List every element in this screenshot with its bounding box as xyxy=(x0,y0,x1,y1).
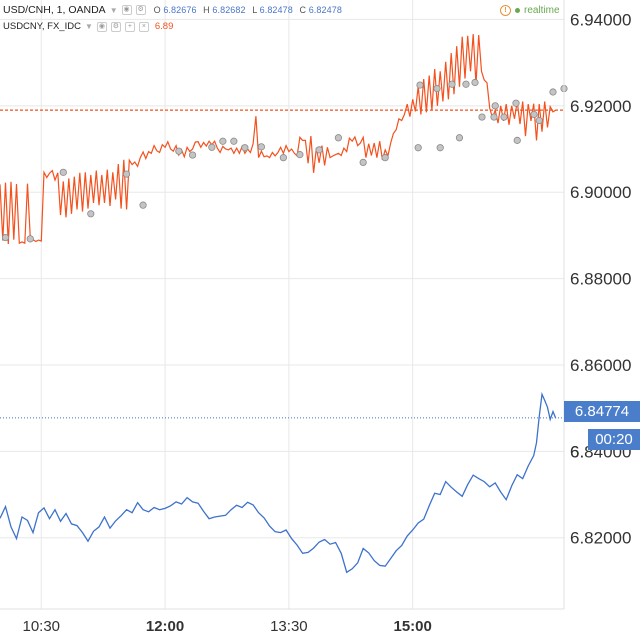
current-price-tag: 6.84774 xyxy=(564,401,640,422)
price-tick-label: 6.90000 xyxy=(570,183,631,202)
series-marker xyxy=(122,170,131,178)
overlay-symbol-label[interactable]: USDCNY, FX_IDC xyxy=(3,21,81,32)
price-tick-label-partial: 6. xyxy=(570,442,584,461)
settings-icon[interactable]: ⚙ xyxy=(110,21,121,32)
series-line-usdcny xyxy=(0,34,557,245)
series-marker xyxy=(414,144,422,152)
series-marker xyxy=(455,134,464,142)
series-marker xyxy=(433,84,441,93)
low-label: L xyxy=(252,5,258,15)
series-marker xyxy=(296,151,304,159)
series-marker xyxy=(500,113,508,121)
main-series-legend[interactable]: USD/CNH, 1, OANDA ▼ ◉ ⚙ O 6.82676 H 6.82… xyxy=(3,4,342,16)
main-symbol-label[interactable]: USD/CNH, 1, OANDA xyxy=(3,4,106,16)
time-tick-label: 15:00 xyxy=(393,618,431,635)
eye-icon[interactable]: ◉ xyxy=(121,5,132,15)
series-marker xyxy=(549,88,557,96)
price-tick-label: 6.82000 xyxy=(570,529,631,548)
series-marker xyxy=(26,235,34,243)
series-marker xyxy=(416,81,424,89)
close-value: 6.82478 xyxy=(308,5,342,15)
time-tick-label: 13:30 xyxy=(270,618,308,635)
price-axis[interactable]: 6.940006.920006.900006.880006.860006.840… xyxy=(570,10,631,547)
add-icon[interactable]: + xyxy=(124,21,135,32)
series-marker xyxy=(381,154,389,162)
series-marker xyxy=(139,201,147,209)
series-marker xyxy=(359,158,367,166)
high-label: H xyxy=(203,5,210,15)
close-label: C xyxy=(299,5,307,15)
overlay-value: 6.89 xyxy=(154,21,174,32)
series-marker xyxy=(462,80,470,88)
high-value: 6.82682 xyxy=(212,5,246,15)
price-tick-label: 6.94000 xyxy=(570,10,631,29)
series-marker xyxy=(87,210,95,218)
realtime-label: realtime xyxy=(524,5,560,16)
bar-countdown-tag: 00:20 xyxy=(588,429,640,450)
series-marker xyxy=(530,110,538,119)
series-line-usdcnh xyxy=(0,391,557,574)
series-marker xyxy=(478,113,486,121)
price-tick-label: 6.88000 xyxy=(570,270,631,289)
series-marker xyxy=(334,134,342,142)
series-marker xyxy=(175,147,183,155)
chevron-down-icon[interactable]: ▼ xyxy=(84,22,93,31)
series-marker xyxy=(490,113,498,121)
overlay-series-legend[interactable]: USDCNY, FX_IDC ▼ ◉ ⚙ + × 6.89 xyxy=(3,21,173,32)
chevron-down-icon[interactable]: ▼ xyxy=(109,5,118,15)
series-marker xyxy=(491,102,499,110)
price-tick-label: 6.92000 xyxy=(570,97,631,116)
series-marker xyxy=(188,151,197,159)
series-marker xyxy=(448,80,456,88)
warning-icon[interactable]: ! xyxy=(500,5,511,16)
settings-icon[interactable]: ⚙ xyxy=(135,5,146,15)
series-marker xyxy=(436,144,444,152)
series-marker xyxy=(315,146,323,154)
ohlc-values: O 6.82676 H 6.82682 L 6.82478 C 6.82478 xyxy=(150,5,342,15)
series-marker xyxy=(241,144,249,152)
series-marker xyxy=(208,143,216,151)
price-tick-label: 6.86000 xyxy=(570,356,631,375)
series-marker xyxy=(535,116,543,125)
open-value: 6.82676 xyxy=(163,5,197,15)
usdcny-markers xyxy=(1,78,568,243)
realtime-indicator[interactable]: ! realtime xyxy=(500,5,560,16)
eye-icon[interactable]: ◉ xyxy=(96,21,107,32)
series-marker xyxy=(257,143,265,151)
time-tick-label: 12:00 xyxy=(146,618,184,635)
chart-grid xyxy=(0,0,564,609)
series-marker xyxy=(230,137,238,145)
series-marker xyxy=(471,78,479,87)
time-tick-label: 10:30 xyxy=(22,618,60,635)
series-marker xyxy=(1,233,10,242)
low-value: 6.82478 xyxy=(259,5,293,15)
status-dot-icon xyxy=(515,8,520,13)
series-marker xyxy=(512,99,520,107)
series-marker xyxy=(513,136,521,144)
series-marker xyxy=(59,168,67,176)
open-label: O xyxy=(153,5,161,15)
series-marker xyxy=(279,154,287,162)
close-icon[interactable]: × xyxy=(138,21,149,32)
reference-lines xyxy=(0,109,564,419)
time-axis[interactable]: 10:30 12:00 13:30 15:00 xyxy=(22,618,431,635)
series-marker xyxy=(219,137,227,145)
